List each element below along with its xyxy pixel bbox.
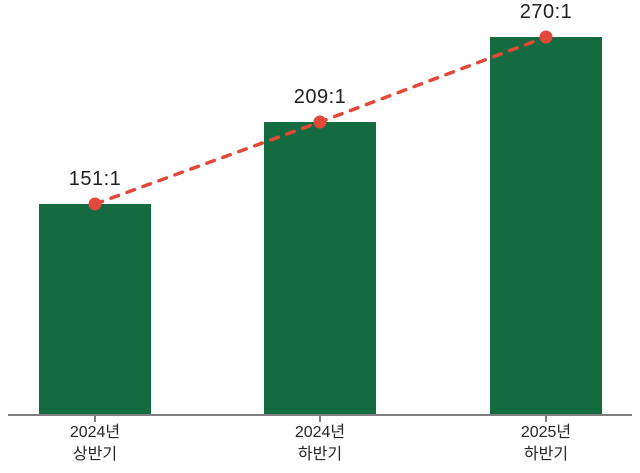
bar — [39, 204, 151, 415]
value-label: 270:1 — [519, 1, 573, 23]
x-axis-label-line: 2025년 — [520, 424, 572, 441]
x-axis-line — [8, 414, 632, 416]
value-label: 209:1 — [293, 86, 347, 108]
x-axis-label-line: 상반기 — [72, 446, 118, 463]
x-axis-label-line: 2024년 — [294, 424, 346, 441]
x-axis-label-line: 2024년 — [69, 424, 121, 441]
x-axis-tick — [94, 416, 96, 422]
bar — [264, 122, 376, 415]
x-axis-label-line: 하반기 — [297, 446, 343, 463]
x-axis-tick — [545, 416, 547, 422]
x-axis-label-line: 하반기 — [523, 446, 569, 463]
bar — [490, 37, 602, 415]
x-axis-tick — [319, 416, 321, 422]
value-label: 151:1 — [68, 168, 122, 190]
